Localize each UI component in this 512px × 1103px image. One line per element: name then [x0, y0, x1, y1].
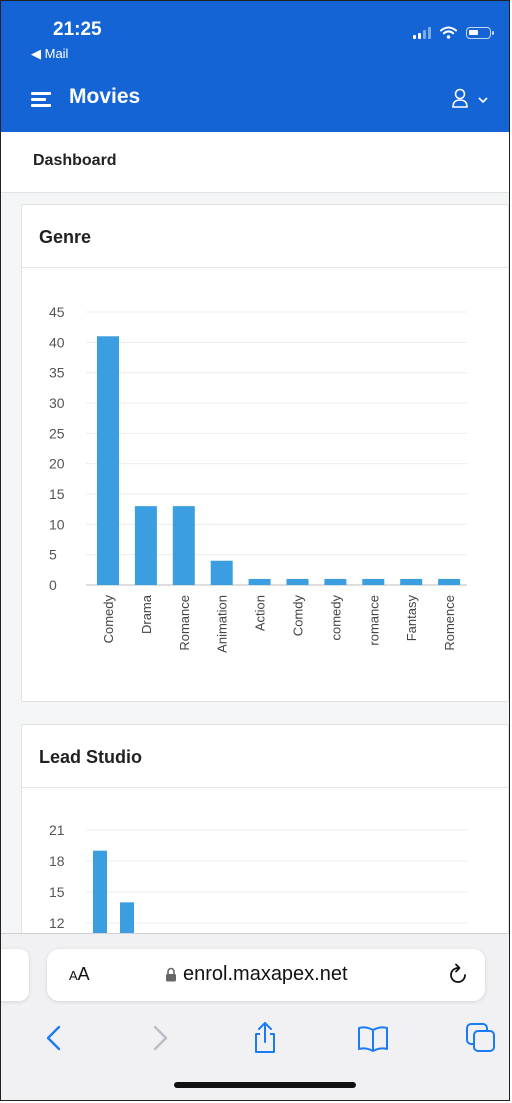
forward-icon[interactable]	[141, 1020, 177, 1056]
bar-fantasy	[400, 578, 423, 585]
home-indicator	[174, 1082, 356, 1088]
x-tick-label: Comedy	[101, 595, 116, 644]
y-tick-label: 45	[49, 304, 65, 320]
bar-comedy	[324, 578, 347, 585]
x-tick-label: comedy	[328, 595, 343, 641]
bar-romance	[362, 578, 385, 585]
x-tick-label: romance	[366, 595, 381, 646]
genre-bar-chart: 0 5 10 15 20 25 30 35 40 45 Comedy Drama Romance Anim…	[49, 304, 467, 653]
back-to-mail-link[interactable]: ◀ Mail	[31, 46, 69, 61]
wifi-icon	[440, 26, 457, 39]
x-tick-label: Comdy	[291, 595, 306, 637]
y-tick-label: 12	[49, 915, 65, 931]
status-icons	[413, 26, 494, 39]
x-tick-label: Action	[253, 595, 268, 631]
lock-icon	[166, 967, 176, 982]
y-tick-label: 20	[49, 456, 65, 472]
x-tick-label: Romence	[442, 595, 457, 651]
y-tick-label: 40	[49, 334, 65, 350]
bar-animation	[210, 560, 233, 585]
share-icon[interactable]	[247, 1020, 283, 1056]
y-tick-label: 15	[49, 884, 65, 900]
y-tick-label: 10	[49, 516, 65, 532]
back-icon[interactable]	[37, 1020, 73, 1056]
bar-romence	[438, 578, 461, 585]
y-tick-label: 25	[49, 425, 65, 441]
url-text: enrol.maxapex.net	[183, 963, 348, 985]
bar-comedy	[97, 336, 119, 585]
hamburger-icon[interactable]	[31, 90, 53, 108]
x-tick-label: Romance	[177, 595, 192, 651]
app-bar: Movies	[1, 79, 509, 121]
bar-action	[248, 578, 271, 585]
user-menu-button[interactable]	[451, 85, 491, 115]
genre-card: Genre 0 5 10 15 20 25 30 35 40 45 Comedy Drama Roman…	[21, 204, 509, 702]
browser-chrome: AA enrol.maxapex.net	[1, 933, 509, 1100]
lead-studio-card-title: Lead Studio	[39, 747, 142, 767]
chevron-down-icon	[478, 97, 488, 104]
x-tick-label: Animation	[215, 595, 230, 653]
x-tick-label: Fantasy	[404, 595, 419, 642]
app-title: Movies	[69, 85, 141, 108]
bar-comdy	[286, 578, 309, 585]
url-display: enrol.maxapex.net	[165, 963, 348, 986]
genre-card-title: Genre	[39, 227, 92, 247]
x-tick-label: Drama	[139, 594, 154, 634]
y-tick-label: 5	[49, 547, 57, 563]
y-tick-label: 21	[49, 822, 65, 838]
address-bar[interactable]: AA enrol.maxapex.net	[47, 949, 485, 1001]
page-title: Dashboard	[33, 152, 117, 169]
genre-card-header: Genre	[22, 205, 508, 268]
y-tick-label: 0	[49, 577, 57, 593]
y-tick-label: 30	[49, 395, 65, 411]
y-tick-label: 35	[49, 365, 65, 381]
lead-studio-card-header: Lead Studio	[22, 725, 508, 788]
battery-icon	[466, 26, 494, 39]
bookmarks-icon[interactable]	[355, 1020, 391, 1056]
text-size-button[interactable]: AA	[69, 964, 90, 984]
y-tick-label: 18	[49, 853, 65, 869]
tabs-icon[interactable]	[463, 1020, 499, 1056]
status-time: 21:25	[53, 19, 102, 40]
app-header: 21:25 ◀ Mail Movies	[1, 1, 509, 132]
previous-tab-preview[interactable]	[1, 949, 29, 1001]
cellular-signal-icon	[413, 26, 431, 39]
bar-romance	[172, 506, 195, 585]
breadcrumb-bar: Dashboard	[1, 132, 509, 193]
y-tick-label: 15	[49, 486, 65, 502]
reload-icon[interactable]	[445, 961, 471, 987]
browser-toolbar	[1, 1020, 509, 1064]
user-icon	[452, 88, 468, 108]
bar-drama	[134, 506, 157, 585]
